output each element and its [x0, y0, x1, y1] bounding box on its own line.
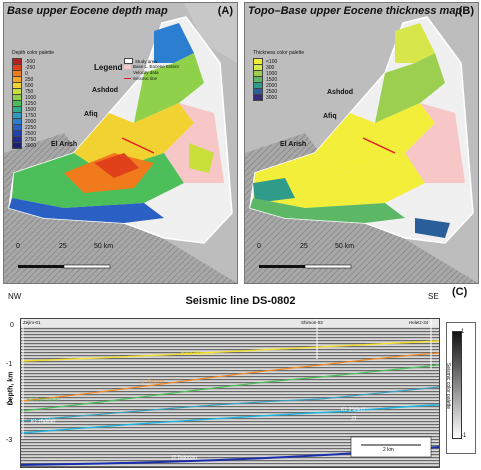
- city-el-arish: El Arish: [51, 141, 78, 148]
- seismic-title: Seismic line DS-0802: [185, 295, 296, 307]
- palette-label: 2000: [266, 82, 278, 89]
- scale-mid: 25: [59, 243, 67, 250]
- colorbar-label: Seismic color palette: [445, 362, 452, 410]
- label-u-eocene: U. Eocene: [141, 379, 165, 385]
- panel-thickness-map: Topo–Base upper Eocene thickness map (B)…: [244, 2, 479, 284]
- direction-nw: NW: [8, 292, 22, 301]
- scale-zero-b: 0: [257, 243, 261, 250]
- label-j2-bajocian: J2 Bajocian: [171, 455, 197, 461]
- palette-label: 2750: [25, 136, 37, 143]
- scale-end: 50 km: [94, 243, 114, 250]
- palette-label: -500: [25, 58, 36, 65]
- palette-label: 2500: [25, 130, 37, 137]
- well-heletz: Heletz-34: [409, 320, 429, 325]
- legend-item-seismic-line: Seismic line: [124, 76, 157, 81]
- label-k2-campanian: K2 Campanian: [27, 397, 61, 403]
- palette-label: 1000: [266, 70, 278, 77]
- label-k1-talme: K1 (Talme): [31, 419, 56, 425]
- palette-label: 250: [25, 76, 34, 83]
- city-afiq: Afiq: [84, 111, 98, 118]
- thickness-map-canvas: [245, 3, 478, 283]
- panel-c-letter: (C): [452, 286, 468, 298]
- palette-label: 2500: [266, 88, 278, 95]
- scale-zero: 0: [16, 243, 20, 250]
- seismic-section: Zejim-01 Shimon-03 Heletz-34 Base Plioce…: [20, 318, 440, 468]
- city-ashdod-b: Ashdod: [327, 89, 354, 96]
- palette-entry: 3000: [12, 142, 36, 149]
- colorbar-top-label: 1: [461, 329, 465, 335]
- ytick-3: -3: [6, 437, 13, 444]
- city-el-arish-b: El Arish: [280, 141, 307, 148]
- seismic-canvas: [21, 319, 439, 467]
- horizon-k1-talme: [21, 386, 439, 422]
- palette-entry: 3000: [253, 94, 277, 101]
- horizon-base-pliocene: [21, 340, 439, 362]
- palette-swatch: [253, 94, 263, 101]
- legend-item-study-area: Study area: [124, 58, 157, 64]
- label-j3: J3: [351, 416, 357, 422]
- palette-label: 3000: [25, 142, 37, 149]
- city-ashdod: Ashdod: [92, 87, 119, 94]
- ytick-2: -2: [6, 400, 13, 407]
- panel-b-title: Topo–Base upper Eocene thickness map: [248, 5, 463, 17]
- colorbar-gradient: [452, 331, 462, 439]
- seismic-line-a: [121, 137, 155, 154]
- label-base-pliocene: Base Pliocene: [181, 351, 213, 357]
- palette-label: 2250: [25, 124, 37, 131]
- palette-label: 1750: [25, 112, 37, 119]
- panel-a-letter: (A): [217, 5, 233, 17]
- palette-label: 0: [25, 70, 28, 77]
- horizon-k1-helez: [21, 404, 439, 434]
- horizon-u-eocene: [21, 352, 439, 402]
- panel-a-title: Base upper Eocene depth map: [7, 5, 168, 17]
- palette-label: 1500: [25, 106, 37, 113]
- palette-label: 2000: [25, 118, 37, 125]
- palette-label: 750: [25, 88, 34, 95]
- depth-map-canvas: [4, 3, 237, 283]
- horizon-k2-campanian: [21, 364, 439, 412]
- panel-b-letter: (B): [458, 5, 474, 17]
- well-zejim: Zejim-01: [23, 320, 41, 325]
- seismic-scalebar-label: 2 km: [383, 447, 394, 453]
- ytick-0: 0: [10, 322, 14, 329]
- thickness-palette-title: Thickness color palette: [253, 50, 305, 56]
- palette-label: 1250: [25, 100, 37, 107]
- scale-mid-b: 25: [300, 243, 308, 250]
- label-k1-helez: K1 (Helez): [341, 407, 365, 413]
- palette-label: <100: [266, 58, 278, 65]
- palette-swatch: [12, 142, 22, 149]
- well-shimon: Shimon-03: [301, 320, 323, 325]
- legend-title: Legend: [94, 63, 123, 72]
- city-afiq-b: Afiq: [323, 113, 337, 120]
- palette-label: 500: [25, 82, 34, 89]
- palette-label: 1000: [25, 94, 37, 101]
- depth-palette-title: Depth color palette: [12, 50, 54, 56]
- legend-item-eocene-extent: Base L. Eocene Extent: [124, 64, 179, 69]
- palette-label: 1500: [266, 76, 278, 83]
- seismic-colorbar: 1 -1 Seismic color palette: [445, 322, 476, 454]
- panel-depth-map: Base upper Eocene depth map (A) Legend D…: [3, 2, 238, 284]
- legend-item-velocity-data: Velocity data: [124, 70, 159, 75]
- ytick-1: -1: [6, 361, 13, 368]
- colorbar-bottom-label: -1: [461, 433, 467, 439]
- scale-end-b: 50 km: [335, 243, 355, 250]
- direction-se: SE: [428, 292, 439, 301]
- palette-label: 3000: [266, 94, 278, 101]
- palette-label: -250: [25, 64, 36, 71]
- palette-label: 300: [266, 64, 275, 71]
